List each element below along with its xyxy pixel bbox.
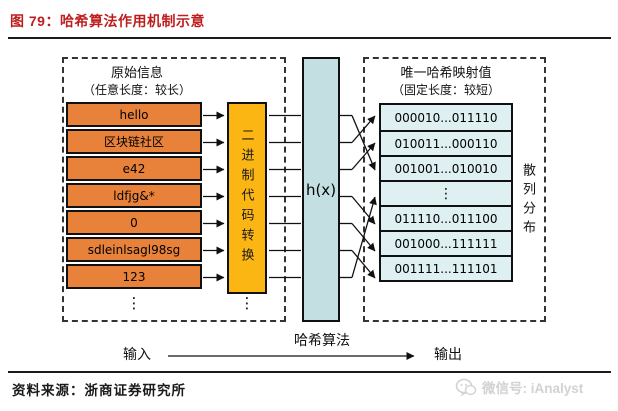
wechat-icon	[455, 378, 477, 396]
hash-values-list: 000010...011110 010011...000110 001001..…	[379, 103, 513, 282]
original-info-group	[62, 57, 286, 322]
hash-value-item: 010011...000110	[381, 130, 511, 155]
wechat-watermark: 微信号: iAnalyst	[455, 377, 613, 397]
wechat-watermark-text: 微信号: iAnalyst	[482, 381, 584, 396]
left-box-title: 原始信息	[110, 65, 163, 80]
flow-input-label: 输入	[123, 348, 151, 363]
hash-value-item: 001111...111101	[381, 255, 511, 280]
title-divider	[8, 37, 611, 39]
figure-title: 图 79：哈希算法作用机制示意	[10, 13, 205, 29]
hash-function-label: h(x)	[305, 180, 337, 199]
binary-converter-box: 二进制代码转换	[227, 102, 267, 294]
original-info-list: hello 区块链社区 e42 ldfjg&* 0 sdleinlsagl98s…	[66, 102, 202, 291]
original-info-item: 0	[66, 210, 202, 235]
hash-value-item: 001000...111111	[381, 230, 511, 255]
hash-values-group	[363, 57, 546, 322]
flow-output-label: 输出	[434, 348, 462, 363]
original-info-item: 123	[66, 264, 202, 289]
hash-value-item: 001001...010010	[381, 155, 511, 180]
original-info-item: hello	[66, 102, 202, 127]
hash-function-box: h(x)	[302, 57, 340, 322]
distribution-label: 散列分布	[521, 163, 536, 239]
hash-value-item: 000010...011110	[381, 105, 511, 130]
original-info-item: e42	[66, 156, 202, 181]
right-box-subtitle: （固定长度：较短）	[391, 83, 500, 97]
binary-converter-ellipsis: ⋮	[239, 294, 255, 312]
flow-arrow-label: 哈希算法	[294, 334, 350, 349]
original-info-item: sdleinlsagl98sg	[66, 237, 202, 262]
hash-value-item: 011110...011100	[381, 205, 511, 230]
binary-converter-label: 二进制代码转换	[239, 128, 255, 268]
original-info-item: ldfjg&*	[66, 183, 202, 208]
right-box-title: 唯一哈希映射值	[400, 65, 492, 80]
original-info-ellipsis: ⋮	[126, 294, 142, 312]
hash-value-ellipsis: ⋮	[381, 180, 511, 205]
source-note: 资料来源：浙商证券研究所	[12, 383, 186, 398]
original-info-item: 区块链社区	[66, 129, 202, 154]
footer-divider	[8, 371, 611, 373]
left-box-subtitle: （任意长度：较长）	[82, 83, 191, 97]
